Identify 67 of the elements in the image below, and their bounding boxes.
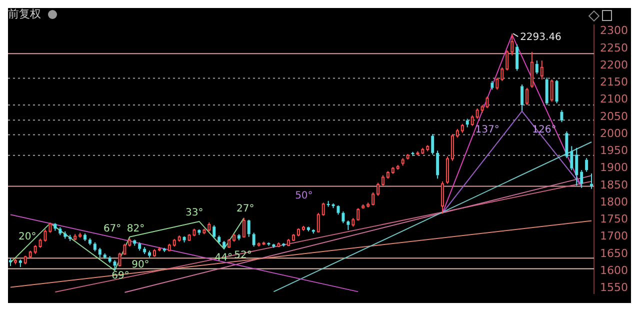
- y-tick-label: 1600: [600, 264, 628, 277]
- candlestick: [466, 118, 469, 128]
- candlestick: [162, 247, 166, 252]
- candlestick: [182, 236, 186, 243]
- annotation: 50°: [295, 190, 313, 202]
- candlestick: [346, 220, 350, 231]
- annotation: 82°: [126, 224, 145, 235]
- candlestick: [535, 60, 538, 75]
- candlestick: [218, 235, 221, 244]
- annotation: 137°: [475, 124, 500, 136]
- candlestick: [64, 230, 67, 240]
- y-tick-label: 2300: [600, 24, 628, 38]
- candlestick: [113, 260, 116, 271]
- candlestick: [580, 170, 584, 188]
- chart-title: 前复权: [8, 7, 41, 20]
- candlestick: [252, 232, 256, 247]
- y-tick-label: 2000: [600, 126, 628, 140]
- candlestick: [436, 150, 440, 180]
- y-tick-label: 2150: [600, 76, 628, 89]
- y-tick-label: 2100: [600, 92, 628, 106]
- annotation: 90°: [132, 260, 150, 271]
- candlestick: [312, 230, 315, 234]
- candlestick: [560, 110, 564, 123]
- candlestick: [8, 258, 12, 266]
- candlestick: [93, 242, 96, 252]
- candlestick: [143, 246, 146, 255]
- y-tick-label: 1800: [600, 195, 628, 208]
- candlestick: [237, 234, 240, 241]
- y-tick-label: 1550: [600, 281, 628, 294]
- candlestick: [247, 220, 250, 238]
- candlestick: [570, 146, 574, 171]
- y-tick-label: 2200: [600, 58, 628, 72]
- candlestick: [103, 252, 106, 260]
- candlestick: [267, 243, 270, 246]
- candlestick: [212, 224, 216, 239]
- candlestick: [332, 202, 335, 209]
- annotation: 67°: [103, 224, 122, 235]
- y-tick-label: 2250: [600, 41, 628, 54]
- y-tick-label: 2050: [600, 110, 628, 123]
- y-tick-label: 1850: [600, 178, 628, 192]
- candlestick: [272, 244, 276, 248]
- candlestick: [68, 234, 72, 242]
- candlestick: [88, 238, 92, 246]
- candlestick: [83, 232, 86, 242]
- candlestick: [342, 211, 345, 224]
- annotation: 33°: [185, 208, 204, 219]
- annotation: 20°: [18, 231, 36, 242]
- y-tick-label: 1900: [600, 161, 628, 174]
- y-tick-label: 1700: [600, 230, 628, 243]
- y-tick-label: 1950: [600, 144, 628, 158]
- annotation: 27°: [236, 204, 254, 215]
- candlestick: [585, 158, 588, 172]
- candlestick: [520, 84, 524, 112]
- candlestick: [54, 224, 57, 232]
- candlestick: [431, 134, 434, 156]
- candlestick: [545, 77, 548, 106]
- annotation: 2293.46: [520, 32, 562, 44]
- candlestick: [306, 227, 310, 232]
- candlestick: [18, 258, 22, 268]
- candlestick: [98, 247, 102, 258]
- candlestick: [198, 230, 201, 236]
- candlestick: [516, 44, 519, 72]
- y-tick-label: 1650: [600, 246, 628, 260]
- candlestick: [575, 147, 578, 186]
- candlestick: [222, 240, 226, 250]
- candlestick: [108, 256, 112, 264]
- y-tick-label: 1750: [600, 212, 628, 226]
